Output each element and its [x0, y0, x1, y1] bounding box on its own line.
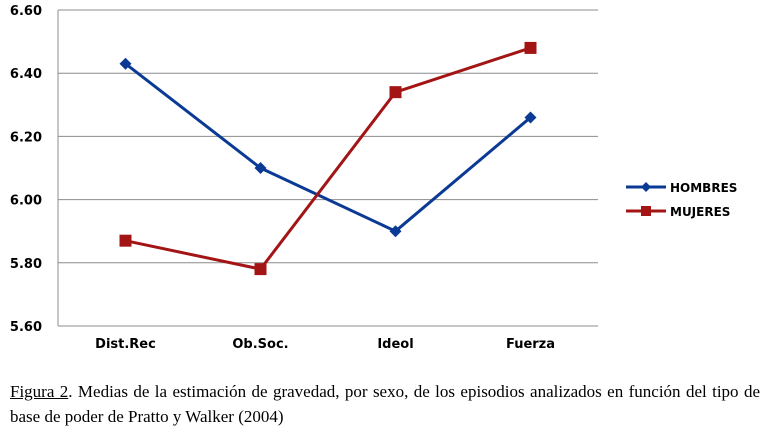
data-point — [524, 111, 537, 124]
legend-marker — [641, 182, 651, 192]
y-tick-label: 6.00 — [10, 194, 42, 209]
legend-label: MUJERES — [670, 205, 730, 219]
data-point — [389, 86, 402, 99]
caption-text: . Medias de la estimación de gravedad, p… — [10, 382, 760, 426]
x-tick-label: Dist.Rec — [95, 337, 156, 352]
legend: HOMBRES MUJERES — [626, 181, 737, 219]
series-line-mujeres — [125, 46, 531, 271]
y-tick-label: 6.20 — [10, 130, 42, 145]
data-point — [524, 41, 537, 54]
gridlines — [57, 9, 598, 327]
x-tick-label: Fuerza — [506, 337, 555, 352]
data-point — [254, 162, 267, 174]
y-axis-ticks: 5.60 5.80 6.00 6.20 6.40 6.60 — [10, 4, 42, 335]
series-group — [119, 41, 537, 276]
line-chart: 5.60 5.80 6.00 6.20 6.40 6.60 Dist.Rec Ob.Soc.… — [10, 4, 738, 352]
x-axis-ticks: Dist.Rec Ob.Soc. Ideol Fuerza — [95, 337, 555, 352]
data-point — [119, 234, 132, 247]
y-tick-label: 5.80 — [10, 257, 42, 272]
x-tick-label: Ob.Soc. — [232, 337, 288, 352]
figure-label: Figura 2 — [10, 382, 69, 401]
data-point — [119, 57, 132, 70]
y-tick-label: 5.60 — [10, 320, 42, 335]
y-tick-label: 6.60 — [10, 4, 42, 19]
figure-caption: Figura 2. Medias de la estimación de gra… — [10, 379, 760, 429]
x-tick-label: Ideol — [377, 337, 413, 352]
series-line-hombres — [124, 62, 532, 233]
legend-label: HOMBRES — [670, 181, 737, 195]
data-point — [389, 225, 402, 238]
legend-marker — [641, 206, 651, 216]
data-point — [254, 263, 267, 276]
y-tick-label: 6.40 — [10, 67, 42, 82]
